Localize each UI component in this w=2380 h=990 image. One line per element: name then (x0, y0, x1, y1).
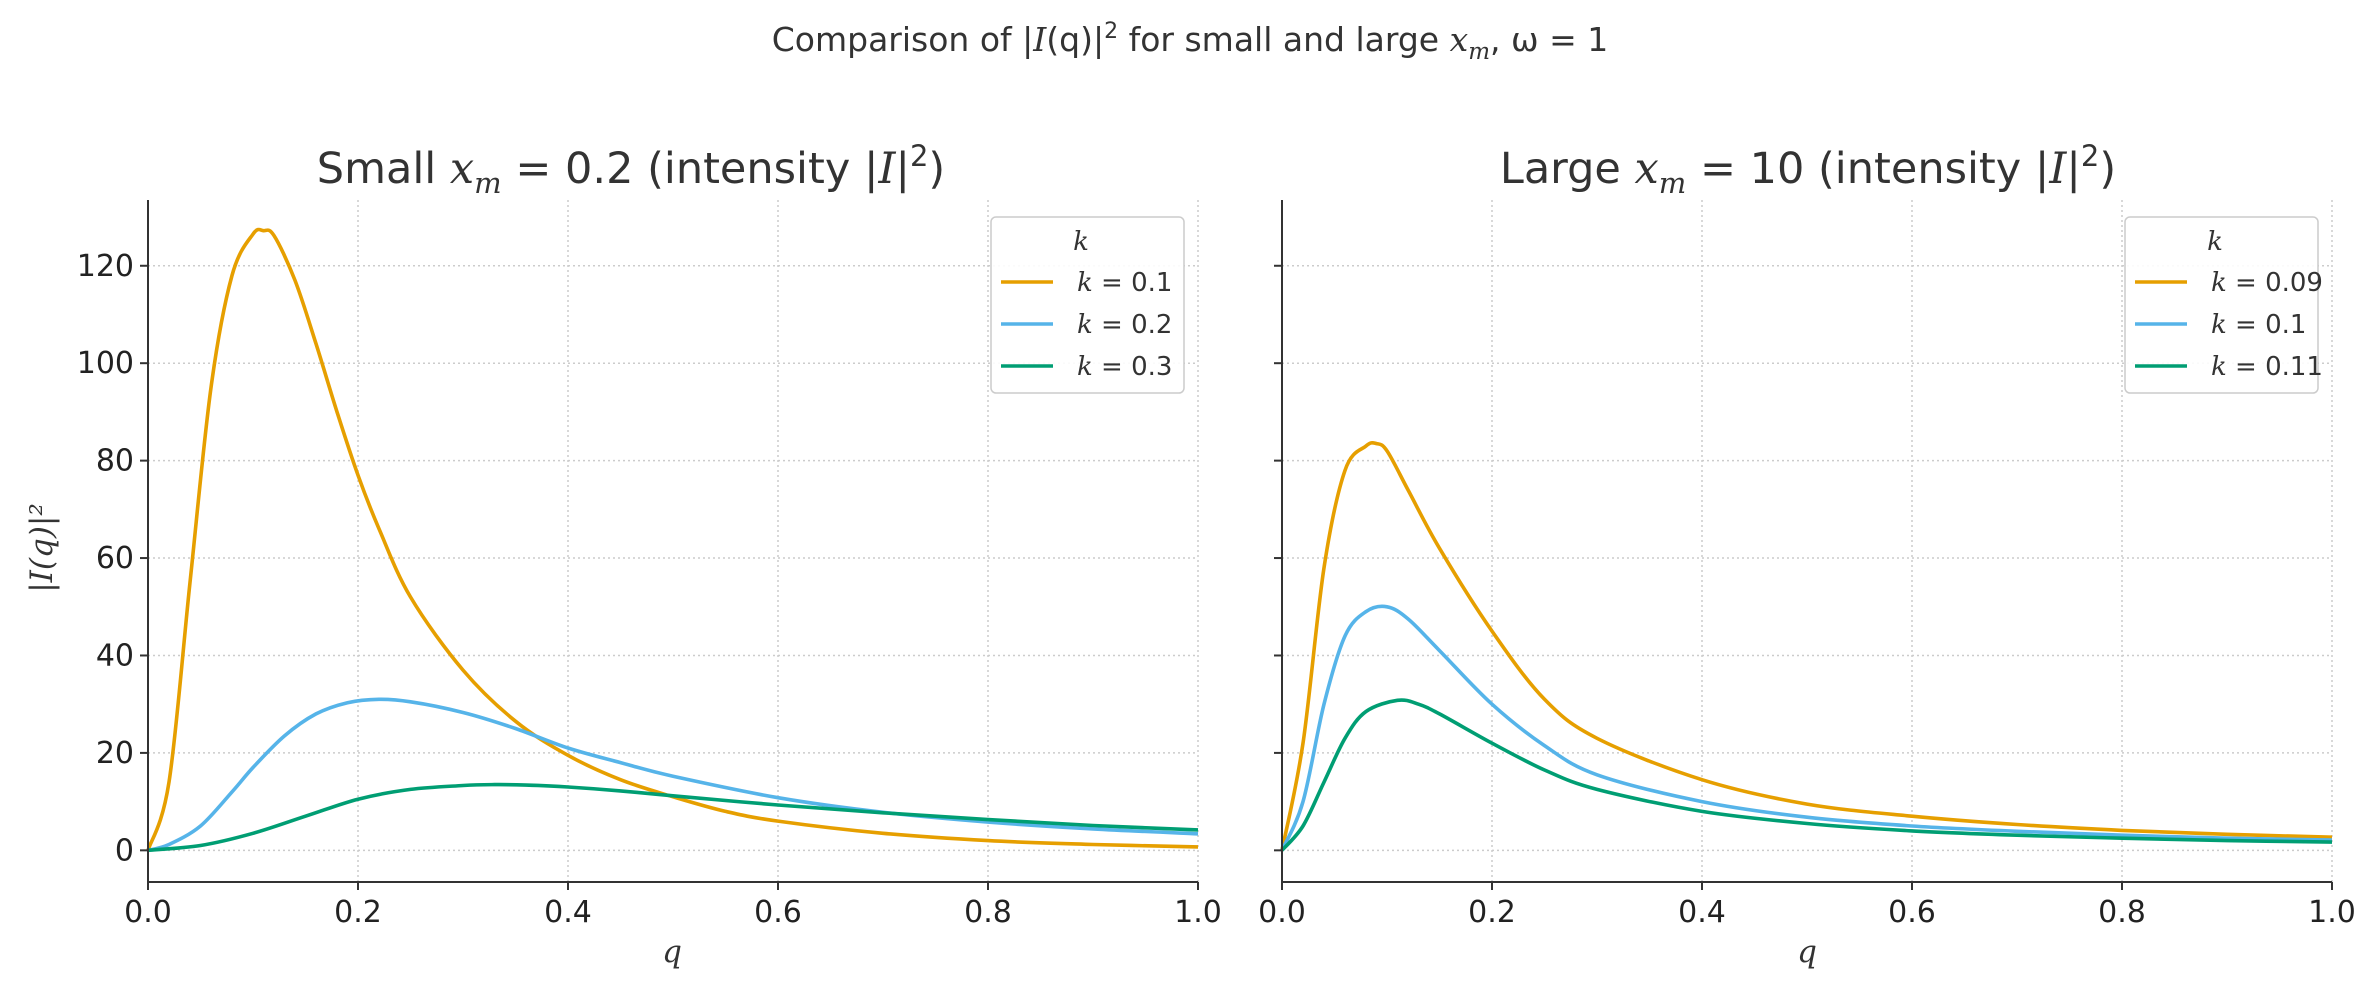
legend-label: k = 0.09 (2211, 268, 2323, 298)
series-line-k-0.11 (1280, 698, 2333, 852)
tick-layer: 0.0 0.2 0.4 0.6 0.8 1.0 0 20 40 60 80 100 120 (77, 249, 1222, 930)
x-tick-label: 0.0 (1258, 895, 1306, 930)
series-layer (1280, 441, 2333, 852)
x-tick-label: 0.8 (964, 895, 1012, 930)
x-tick-label: 0.4 (1678, 895, 1726, 930)
x-tick-label: 0.2 (1468, 895, 1516, 930)
y-tick-label: 0 (115, 833, 134, 868)
series-line-k-0.1 (146, 227, 1199, 851)
x-tick-label: 1.0 (1174, 895, 1222, 930)
x-axis-label: q (1797, 934, 1817, 970)
legend: k k = 0.1 k = 0.2 k = 0.3 (990, 216, 1185, 394)
legend-frame (990, 216, 1185, 394)
series-line-k-0.1 (1280, 604, 2333, 852)
x-tick-label: 0.6 (754, 895, 802, 930)
chart-panel-small-xm: Small xm = 0.2 (intensity |I|2) 0.0 0.2 0.… (77, 139, 1222, 970)
y-tick-label: 120 (77, 249, 134, 284)
y-tick-label: 80 (96, 444, 134, 479)
x-tick-label: 0.2 (334, 895, 382, 930)
x-tick-label: 0.4 (544, 895, 592, 930)
legend-label: k = 0.3 (1077, 352, 1172, 382)
figure-title: Comparison of |I(q)|2 for small and larg… (772, 19, 1609, 65)
legend-title: k (2207, 227, 2223, 257)
axes (1281, 200, 2332, 883)
series-line-k-0.09 (1280, 441, 2333, 851)
y-tick-label: 20 (96, 736, 134, 771)
legend-label: k = 0.1 (2211, 310, 2306, 340)
y-axis-label: |I(q)|² (24, 503, 60, 593)
y-tick-label: 100 (77, 346, 134, 381)
x-axis-label: q (662, 934, 682, 970)
x-tick-label: 0.0 (124, 895, 172, 930)
legend-label: k = 0.11 (2211, 352, 2323, 382)
y-tick-label: 60 (96, 541, 134, 576)
legend-frame (2124, 216, 2319, 394)
series-line-k-0.3 (147, 782, 1199, 853)
panel-title-small-xm: Small xm = 0.2 (intensity |I|2) (317, 139, 945, 200)
x-tick-label: 1.0 (2308, 895, 2356, 930)
legend-title: k (1073, 227, 1089, 257)
x-tick-label: 0.8 (2098, 895, 2146, 930)
legend: k k = 0.09 k = 0.1 k = 0.11 (2124, 216, 2323, 394)
legend-label: k = 0.1 (1077, 268, 1172, 298)
tick-layer: 0.0 0.2 0.4 0.6 0.8 1.0 (1258, 264, 2356, 930)
panel-title-large-xm: Large xm = 10 (intensity |I|2) (1500, 139, 2116, 200)
chart-panel-large-xm: Large xm = 10 (intensity |I|2) 0.0 0.2 0.4… (1258, 139, 2356, 970)
legend-label: k = 0.2 (1077, 310, 1172, 340)
series-layer (146, 227, 1199, 853)
y-tick-label: 40 (96, 638, 134, 673)
axes (147, 200, 1198, 883)
x-tick-label: 0.6 (1888, 895, 1936, 930)
